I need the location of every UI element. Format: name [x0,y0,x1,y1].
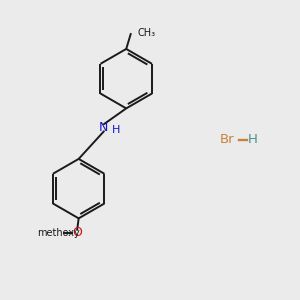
Text: Br: Br [220,133,235,146]
Text: CH₃: CH₃ [137,28,155,38]
Text: H: H [112,125,121,135]
Text: O: O [72,226,82,239]
Text: H: H [248,133,257,146]
Text: methoxy: methoxy [37,228,80,238]
Text: N: N [99,121,109,134]
